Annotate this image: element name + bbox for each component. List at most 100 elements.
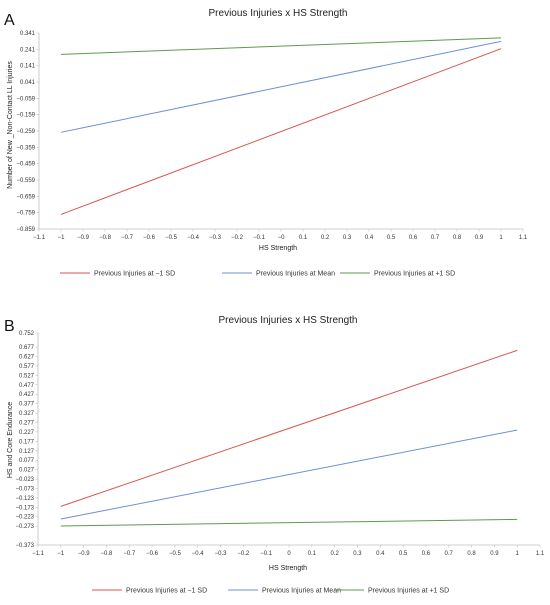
x-tick-label: −1.1	[33, 235, 46, 241]
chart-panel-b: B Previous Injuries x HS Strength HS and…	[4, 315, 545, 595]
chart-title: Previous Injuries x HS Strength	[209, 8, 348, 19]
y-tick-label: −0.059	[16, 96, 35, 102]
x-tick-label: −0.2	[237, 551, 250, 557]
x-tick-label: 0.3	[343, 235, 352, 241]
y-tick-label: −0.273	[15, 524, 34, 530]
x-tick-label: −1.1	[32, 551, 45, 557]
x-axis-label: HS Strength	[259, 245, 297, 252]
y-tick-label: 0.427	[19, 392, 35, 398]
x-tick-label: 0.9	[475, 235, 484, 241]
legend: Previous Injuries at −1 SD Previous Inju…	[60, 271, 455, 278]
x-tick-label: 0.5	[399, 551, 408, 557]
y-tick-label: −0.559	[16, 178, 35, 184]
x-tick-label: −0.6	[143, 235, 156, 241]
x-tick-label: 0.4	[376, 551, 385, 557]
series-line-mean	[60, 40, 502, 133]
y-tick-label: 0.177	[19, 439, 35, 445]
x-tick-label: −0.5	[165, 235, 178, 241]
x-tick-label: −0.6	[146, 551, 159, 557]
panel-label: A	[4, 12, 15, 29]
series-line-plus-1sd	[60, 518, 518, 527]
legend-entry-plus-1sd: Previous Injuries at +1 SD	[368, 588, 449, 595]
legend-entry-mean: Previous Injuries at Mean	[262, 588, 341, 595]
y-tick-label: 0.627	[19, 355, 35, 361]
y-tick-label: −0.259	[16, 129, 35, 135]
y-tick-label: −0.123	[15, 496, 34, 502]
y-axis-label: HS and Core Endurance	[7, 402, 14, 478]
y-tick-label: 0.577	[19, 364, 35, 370]
y-tick-label: 0.077	[19, 458, 35, 464]
x-tick-label: −0.2	[231, 235, 244, 241]
x-tick-label: 0.5	[387, 235, 396, 241]
y-tick-label: −0.459	[16, 162, 35, 168]
x-tick-label: 0.6	[409, 235, 418, 241]
x-tick-label: −1	[58, 235, 66, 241]
x-tick-label: −0.1	[260, 551, 273, 557]
x-tick-label: 0.9	[490, 551, 499, 557]
x-tick-label: −0	[278, 235, 286, 241]
x-tick-label: 0.7	[445, 551, 454, 557]
x-tick-group: −1.1 −1 −0.9 −0.8 −0.7 −0.6 −0.5 −0.4 −0.3 −0.2 −0…	[32, 545, 545, 557]
x-axis-label: HS Strength	[269, 565, 307, 572]
x-tick-label: −0.1	[253, 235, 266, 241]
y-tick-label: 0.241	[20, 47, 36, 53]
y-tick-label: −0.159	[16, 113, 35, 119]
x-tick-label: 0.4	[365, 235, 374, 241]
x-tick-label: −1	[57, 551, 65, 557]
y-tick-label: −0.759	[16, 211, 35, 217]
x-tick-label: −0.3	[215, 551, 228, 557]
y-tick-label: 0.752	[19, 331, 35, 337]
x-tick-group: −1.1 −1 −0.9 −0.8 −0.7 −0.6 −0.5 −0.4 −0.3 −0.2 −0…	[33, 229, 528, 241]
legend-entry-minus-1sd: Previous Injuries at −1 SD	[94, 271, 175, 278]
y-tick-label: −0.173	[15, 505, 34, 511]
y-axis-label: Number of New _Non-Contact LL Injuries	[7, 61, 14, 189]
x-tick-label: 0	[287, 551, 291, 557]
y-tick-label: 0.041	[20, 80, 36, 86]
y-tick-label: 0.341	[20, 31, 36, 37]
y-tick-label: 0.677	[19, 345, 35, 351]
x-tick-label: −0.5	[169, 551, 182, 557]
y-tick-label: 0.477	[19, 383, 35, 389]
legend-entry-minus-1sd: Previous Injuries at −1 SD	[126, 588, 207, 595]
x-tick-label: 1	[516, 551, 520, 557]
panel-label: B	[4, 318, 15, 335]
y-tick-label: 0.027	[19, 468, 35, 474]
series-line-plus-1sd	[60, 37, 502, 55]
x-tick-label: 0.1	[299, 235, 308, 241]
x-tick-label: 0.7	[431, 235, 440, 241]
y-tick-label: 0.127	[19, 449, 35, 455]
x-tick-label: 0.2	[321, 235, 330, 241]
x-tick-label: −0.3	[209, 235, 222, 241]
series-group	[60, 349, 518, 527]
x-tick-label: 0.2	[330, 551, 339, 557]
y-tick-label: 0.141	[20, 64, 36, 70]
y-tick-label: −0.859	[16, 227, 35, 233]
x-tick-label: 1.1	[519, 235, 528, 241]
y-tick-label: −0.073	[15, 486, 34, 492]
y-tick-label: 0.377	[19, 402, 35, 408]
y-tick-group: 0.341 0.241 0.141 0.041 −0.059 −0.159 −0.259 −0…	[16, 31, 39, 233]
y-tick-label: −0.659	[16, 194, 35, 200]
x-tick-label: −0.7	[123, 551, 136, 557]
chart-panel-a: A Previous Injuries x HS Strength Number…	[4, 8, 528, 278]
x-tick-label: −0.8	[101, 551, 114, 557]
x-tick-label: 0.8	[453, 235, 462, 241]
x-tick-label: 1	[499, 235, 503, 241]
y-tick-label: 0.277	[19, 421, 35, 427]
y-tick-label: 0.227	[19, 430, 35, 436]
y-tick-label: −0.359	[16, 145, 35, 151]
legend-entry-mean: Previous Injuries at Mean	[256, 271, 335, 278]
legend: Previous Injuries at −1 SD Previous Inju…	[92, 588, 449, 595]
y-tick-group: 0.752 0.677 0.627 0.577 0.527 0.477 0.427 0.377…	[15, 331, 38, 549]
series-line-minus-1sd	[60, 349, 518, 507]
x-tick-label: −0.4	[187, 235, 200, 241]
x-tick-label: −0.7	[121, 235, 134, 241]
y-tick-label: −0.373	[15, 543, 34, 549]
x-tick-label: −0.4	[192, 551, 205, 557]
x-tick-label: −0.9	[78, 551, 91, 557]
y-tick-label: −0.023	[15, 477, 34, 483]
x-tick-label: −0.8	[99, 235, 112, 241]
x-tick-label: 1.1	[536, 551, 545, 557]
series-line-mean	[60, 429, 518, 520]
